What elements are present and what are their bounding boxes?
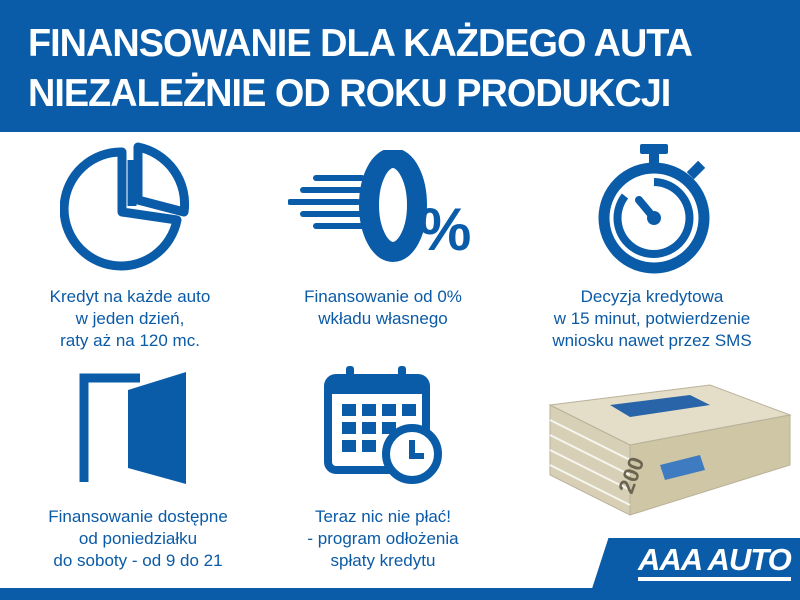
caption-line: - program odłożenia [307,529,459,548]
headline-line-1: FINANSOWANIE DLA KAŻDEGO AUTA [28,22,693,65]
zero-percent-icon: % 0% [288,150,471,263]
feature-caption-decision: Decyzja kredytowa w 15 minut, potwierdze… [522,286,782,352]
caption-line: raty aż na 120 mc. [60,331,200,350]
caption-line: spłaty kredytu [330,551,436,570]
svg-text:%: % [418,196,471,263]
caption-line: wniosku nawet przez SMS [552,331,752,350]
aaa-auto-logo: AAA AUTO [638,543,792,581]
feature-caption-hours: Finansowanie dostępne od poniedziałku do… [8,506,268,572]
feature-caption-zero-down: Finansowanie od 0% wkładu własnego [253,286,513,330]
caption-line: Teraz nic nie płać! [314,507,452,526]
stopwatch-icon [598,144,710,274]
caption-line: w jeden dzień, [75,309,185,328]
calendar-clock-icon [324,366,442,484]
caption-line: Decyzja kredytowa [580,287,724,306]
footer-bar [0,588,800,600]
door-icon [79,372,186,484]
caption-line: do soboty - od 9 do 21 [53,551,223,570]
caption-line: Finansowanie od 0% [304,287,462,306]
feature-caption-deferral: Teraz nic nie płać! - program odłożenia … [253,506,513,572]
pie-chart-icon [60,142,190,271]
money-stack-image: 200 [548,384,792,516]
caption-line: od poniedziałku [78,529,198,548]
feature-caption-credit: Kredyt na każde auto w jeden dzień, raty… [0,286,260,352]
caption-line: Finansowanie dostępne [48,507,228,526]
caption-line: Kredyt na każde auto [49,287,211,306]
caption-line: wkładu własnego [318,309,448,328]
header-banner: FINANSOWANIE DLA KAŻDEGO AUTA NIEZALEŻNI… [0,0,800,132]
caption-line: w 15 minut, potwierdzenie [553,309,751,328]
headline-line-2: NIEZALEŻNIE OD ROKU PRODUKCJI [28,72,671,115]
